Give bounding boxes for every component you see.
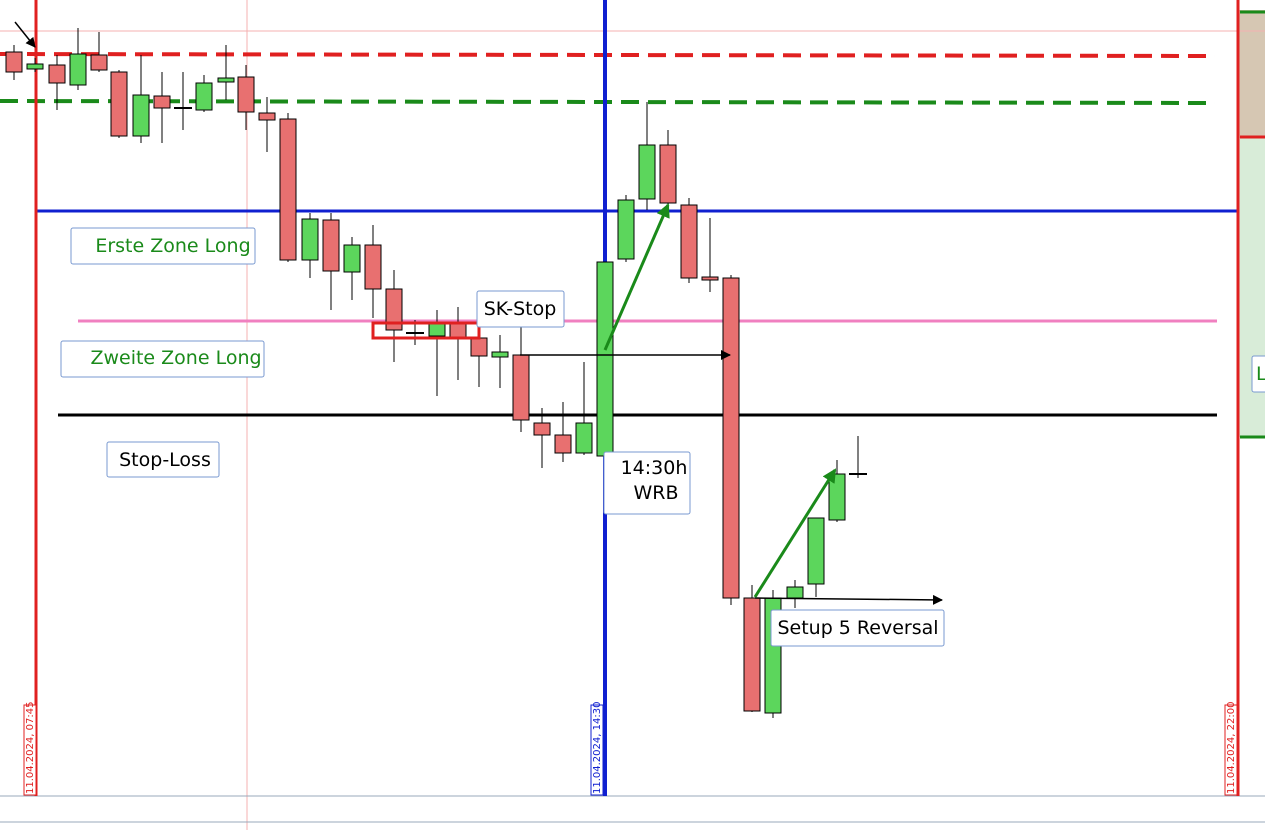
annotation: 14:30h xyxy=(621,457,688,479)
label-box xyxy=(476,290,565,328)
label-box xyxy=(603,451,691,515)
time-label: 11.04.2024, 07:45 xyxy=(25,702,36,794)
highlight-box xyxy=(371,321,481,340)
arrow xyxy=(603,203,670,351)
annotation: Stop-Loss xyxy=(119,449,211,471)
candle-body xyxy=(132,94,150,137)
label-box xyxy=(1251,355,1265,393)
candle-body xyxy=(722,277,740,599)
annotation: WRB xyxy=(633,482,678,504)
time-label-group: 11.04.2024, 07:45 11.04.2024, 14:30 11.0… xyxy=(23,702,1238,796)
annotation: SK-Stop xyxy=(484,298,557,320)
candle-body xyxy=(575,422,593,454)
candle-body xyxy=(807,517,825,585)
time-label: 11.04.2024, 14:30 xyxy=(592,702,603,794)
annotation: Setup 5 Reversal xyxy=(777,617,938,639)
time-label: 11.04.2024, 22:00 xyxy=(1226,702,1237,794)
candle-body xyxy=(596,261,614,457)
candle-body xyxy=(554,434,572,454)
label-box xyxy=(70,227,256,265)
candle-body xyxy=(258,112,276,121)
annotation: L xyxy=(1256,363,1265,385)
candle-body xyxy=(680,204,698,279)
label-box xyxy=(106,441,220,478)
candle-body xyxy=(828,473,846,521)
candle-body xyxy=(385,288,403,331)
candle-body xyxy=(90,54,108,71)
label-box xyxy=(770,609,945,647)
candle-body xyxy=(322,219,340,272)
candle-body xyxy=(237,76,255,113)
candle-body xyxy=(217,77,235,83)
level-line xyxy=(0,52,1216,58)
candle-body xyxy=(617,199,635,260)
candle-body xyxy=(69,53,87,86)
candles xyxy=(5,28,867,718)
zone-panel xyxy=(1238,10,1265,138)
candle-body xyxy=(470,337,488,357)
candle-body xyxy=(533,422,551,436)
candle-body xyxy=(343,244,361,273)
arrow xyxy=(14,21,36,48)
candle-body xyxy=(301,218,319,261)
candle-body xyxy=(428,322,446,337)
candle-body xyxy=(26,63,44,70)
candle-body xyxy=(512,354,530,421)
level-line xyxy=(0,99,1216,105)
candle-body xyxy=(195,82,213,111)
candle-body xyxy=(491,351,509,358)
candle-body xyxy=(659,144,677,204)
annotation: Erste Zone Long xyxy=(95,235,250,257)
candle-body xyxy=(364,244,382,290)
candle-body xyxy=(743,597,761,712)
candle-body xyxy=(5,51,23,73)
candle-body xyxy=(701,276,719,281)
annotation: Zweite Zone Long xyxy=(90,347,261,369)
candle-body xyxy=(48,64,66,84)
candle-body xyxy=(638,144,656,200)
candle-body xyxy=(153,95,171,109)
arrow xyxy=(753,468,837,598)
arrow xyxy=(754,594,943,605)
candle-body xyxy=(110,71,128,137)
candle-body xyxy=(786,586,804,599)
candle-body xyxy=(279,118,297,261)
label-box xyxy=(60,340,265,378)
